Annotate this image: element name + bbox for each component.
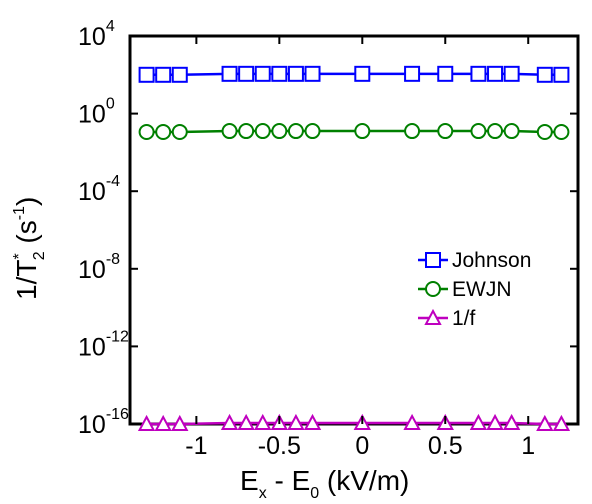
data-point xyxy=(287,413,305,431)
data-point xyxy=(553,66,570,83)
y-tick-label: 10-8 xyxy=(78,251,120,284)
data-point xyxy=(487,65,504,82)
data-point xyxy=(254,123,271,140)
legend-label: 1/f xyxy=(452,307,476,330)
y-axis-label: 1/T* 2 (s-1) xyxy=(11,197,48,300)
y-tick-label: 10-16 xyxy=(78,406,129,439)
legend-marker xyxy=(425,281,441,297)
x-tick-label: 0.5 xyxy=(428,432,463,460)
data-point xyxy=(138,124,155,141)
legend-marker xyxy=(425,252,441,268)
data-point xyxy=(552,414,571,431)
legend-marker xyxy=(424,308,442,325)
y-tick-label: 10-4 xyxy=(78,173,120,206)
data-point xyxy=(470,65,487,82)
plot-area xyxy=(128,34,580,426)
data-point xyxy=(503,123,520,140)
legend-label: Johnson xyxy=(452,249,531,272)
y-tick-label: 10-12 xyxy=(78,328,129,361)
data-point xyxy=(553,124,570,141)
x-tick-label: -1 xyxy=(185,432,207,460)
data-point xyxy=(287,65,304,82)
axes-frame xyxy=(128,34,580,426)
data-point xyxy=(171,124,188,141)
data-point xyxy=(404,65,421,82)
data-point xyxy=(154,414,172,431)
data-point xyxy=(238,65,255,82)
data-point xyxy=(254,413,272,431)
x-tick-label: 1 xyxy=(521,432,535,460)
legend: Johnson EWJN 1/f xyxy=(418,249,531,330)
data-point xyxy=(271,65,288,82)
data-point xyxy=(437,123,454,140)
data-point xyxy=(254,65,271,82)
data-point xyxy=(536,66,553,83)
data-point xyxy=(137,414,156,431)
data-point xyxy=(220,413,239,431)
data-point xyxy=(536,414,554,431)
data-point xyxy=(404,123,421,140)
x-tick-label: -0.5 xyxy=(258,432,301,460)
x-tick-label: 0 xyxy=(355,432,369,460)
legend-item: Johnson xyxy=(418,249,531,272)
data-point xyxy=(304,123,321,140)
data-point xyxy=(155,124,172,141)
data-point xyxy=(536,124,553,141)
data-point xyxy=(470,123,487,140)
data-point xyxy=(287,123,304,140)
data-point xyxy=(437,65,454,82)
data-point xyxy=(138,66,155,83)
data-point xyxy=(221,65,238,82)
data-point xyxy=(502,413,521,431)
data-point xyxy=(271,123,288,140)
x-axis-ticks: -1 -0.5 0 0.5 1 xyxy=(185,36,535,460)
legend-item: EWJN xyxy=(418,278,512,301)
data-point xyxy=(403,413,421,431)
legend-item: 1/f xyxy=(418,307,476,330)
y-tick-label: 100 xyxy=(78,96,115,129)
data-point xyxy=(171,66,188,83)
y-axis-ticks: 10-16 10-12 10-8 10-4 100 104 xyxy=(78,18,578,439)
data-point xyxy=(469,413,488,431)
data-point xyxy=(486,413,504,431)
data-point xyxy=(155,66,172,83)
data-point xyxy=(354,123,371,140)
data-point xyxy=(503,65,520,82)
data-point xyxy=(354,65,371,82)
data-point xyxy=(487,123,504,140)
legend-label: EWJN xyxy=(452,278,512,301)
series-johnson xyxy=(138,65,570,83)
data-point xyxy=(303,413,322,431)
series-1f xyxy=(137,413,571,431)
data-point xyxy=(238,123,255,140)
y-tick-label: 104 xyxy=(78,18,115,51)
data-point xyxy=(171,414,189,431)
x-axis-label: Ex - E0 (kV/m) xyxy=(240,465,409,502)
series-ewjn xyxy=(138,123,570,141)
data-point xyxy=(237,413,255,431)
data-point xyxy=(221,123,238,140)
data-point xyxy=(304,65,321,82)
